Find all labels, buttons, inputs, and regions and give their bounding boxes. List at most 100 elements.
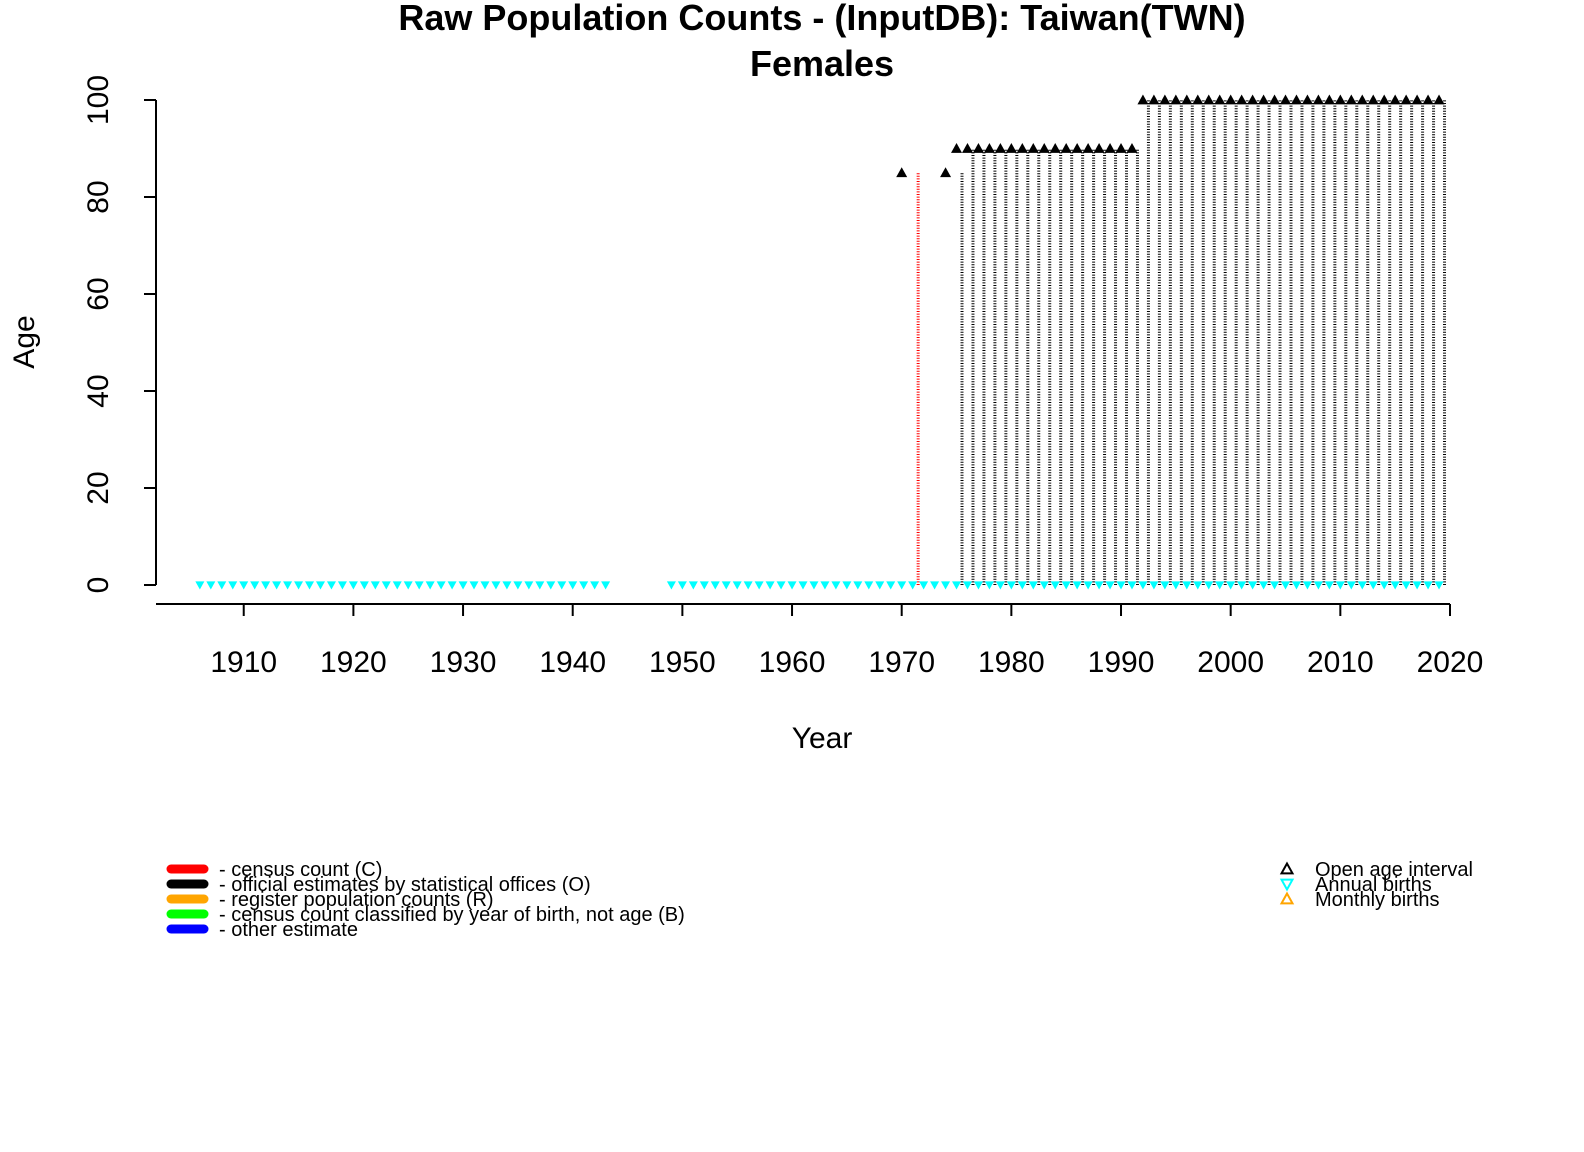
annual-births-marker bbox=[1204, 581, 1214, 590]
annual-births-marker bbox=[1017, 581, 1027, 590]
annual-births-marker bbox=[217, 581, 227, 590]
x-tick-label: 1910 bbox=[210, 646, 277, 679]
annual-births-marker bbox=[897, 581, 907, 590]
open-age-interval-marker bbox=[1038, 143, 1050, 153]
triangle-up-icon bbox=[1279, 891, 1295, 905]
legend-label: - register population counts (R) bbox=[219, 889, 494, 911]
annual-births-marker bbox=[1248, 581, 1258, 590]
annual-births-marker bbox=[973, 581, 983, 590]
legend-label: Monthly births bbox=[1315, 889, 1440, 911]
open-age-interval-marker bbox=[1093, 143, 1105, 153]
annual-births-marker bbox=[1401, 581, 1411, 590]
annual-births-marker bbox=[1138, 581, 1148, 590]
open-age-interval-marker bbox=[1060, 143, 1072, 153]
annual-births-marker bbox=[1259, 581, 1269, 590]
annual-births-marker bbox=[535, 581, 545, 590]
open-age-interval-marker bbox=[1214, 94, 1226, 105]
annual-births-marker bbox=[195, 581, 205, 590]
open-age-interval-marker bbox=[1170, 94, 1182, 105]
annual-births-marker bbox=[787, 581, 797, 590]
annual-births-marker bbox=[403, 581, 413, 590]
open-age-interval-marker bbox=[1301, 94, 1313, 105]
annual-births-marker bbox=[458, 581, 468, 590]
annual-births-marker bbox=[1313, 581, 1323, 590]
annual-births-marker bbox=[699, 581, 709, 590]
open-age-interval-marker bbox=[994, 143, 1006, 153]
y-tick-label: 20 bbox=[82, 471, 115, 504]
annual-births-marker bbox=[952, 581, 962, 590]
triangle-down-icon bbox=[1279, 878, 1295, 892]
annual-births-marker bbox=[239, 581, 249, 590]
triangle-up-icon bbox=[1279, 861, 1295, 875]
annual-births-marker bbox=[1050, 581, 1060, 590]
annual-births-marker bbox=[1368, 581, 1378, 590]
x-tick-label: 1980 bbox=[978, 646, 1045, 679]
annual-births-marker bbox=[425, 581, 435, 590]
annual-births-marker bbox=[272, 581, 282, 590]
x-tick-label: 1930 bbox=[430, 646, 497, 679]
annual-births-marker bbox=[1302, 581, 1312, 590]
x-tick-label: 1940 bbox=[539, 646, 606, 679]
annual-births-marker bbox=[1324, 581, 1334, 590]
annual-births-marker bbox=[1094, 581, 1104, 590]
annual-births-marker bbox=[579, 581, 589, 590]
legend-label: Open age interval bbox=[1315, 859, 1473, 881]
annual-births-marker bbox=[1072, 581, 1082, 590]
open-age-interval-marker bbox=[1192, 94, 1204, 105]
open-age-interval-marker bbox=[1148, 94, 1160, 105]
open-age-interval-marker bbox=[896, 167, 908, 178]
annual-births-marker bbox=[1237, 581, 1247, 590]
annual-births-marker bbox=[1061, 581, 1071, 590]
x-tick-label: 2000 bbox=[1197, 646, 1264, 679]
open-age-interval-marker bbox=[1181, 94, 1193, 105]
annual-births-marker bbox=[1379, 581, 1389, 590]
legend: - census count (C)- official estimates b… bbox=[166, 859, 1473, 941]
annual-births-marker bbox=[601, 581, 611, 590]
open-age-interval-marker bbox=[1225, 94, 1237, 105]
y-tick-label: 60 bbox=[82, 277, 115, 310]
annual-births-marker bbox=[305, 581, 315, 590]
annual-births-marker bbox=[392, 581, 402, 590]
open-age-interval-marker bbox=[1258, 94, 1270, 105]
annual-births-marker bbox=[710, 581, 720, 590]
open-age-interval-marker bbox=[1027, 143, 1039, 153]
annual-births-marker bbox=[326, 581, 336, 590]
x-tick-label: 2010 bbox=[1307, 646, 1374, 679]
annual-births-marker bbox=[513, 581, 523, 590]
legend-label: Annual births bbox=[1315, 874, 1432, 896]
annual-births-marker bbox=[480, 581, 490, 590]
open-age-interval-marker bbox=[1159, 94, 1171, 105]
legend-label: - other estimate bbox=[219, 919, 358, 941]
y-tick-label: 100 bbox=[82, 75, 115, 125]
open-age-interval-marker bbox=[1378, 94, 1390, 105]
annual-births-marker bbox=[414, 581, 424, 590]
annual-births-marker bbox=[436, 581, 446, 590]
open-age-interval-marker bbox=[951, 143, 963, 153]
annual-births-marker bbox=[1346, 581, 1356, 590]
annual-births-marker bbox=[1357, 581, 1367, 590]
open-age-interval-marker bbox=[1071, 143, 1083, 153]
annual-births-marker bbox=[1105, 581, 1115, 590]
open-age-interval-marker bbox=[940, 167, 952, 178]
y-tick-label: 40 bbox=[82, 374, 115, 407]
annual-births-marker bbox=[919, 581, 929, 590]
open-age-interval-marker bbox=[1104, 143, 1116, 153]
axes: 1910 1920 1930 1940 1950 1960 1970 1980 1990 2000… bbox=[82, 75, 1483, 679]
open-age-interval-marker bbox=[1126, 143, 1138, 153]
annual-births-marker bbox=[688, 581, 698, 590]
open-age-interval-marker bbox=[1422, 94, 1434, 105]
annual-births-marker bbox=[524, 581, 534, 590]
annual-births-marker bbox=[908, 581, 918, 590]
open-age-interval-marker bbox=[1115, 143, 1127, 153]
legend-label: - official estimates by statistical offi… bbox=[219, 874, 591, 896]
annual-births-marker bbox=[853, 581, 863, 590]
annual-births-marker bbox=[798, 581, 808, 590]
y-axis-label: Age bbox=[8, 315, 41, 368]
open-age-interval-marker bbox=[972, 143, 984, 153]
annual-births-marker bbox=[469, 581, 479, 590]
annual-births-marker bbox=[677, 581, 687, 590]
annual-births-marker bbox=[864, 581, 874, 590]
open-age-interval-marker bbox=[1312, 94, 1324, 105]
open-age-interval-marker bbox=[1269, 94, 1281, 105]
annual-births-marker bbox=[809, 581, 819, 590]
